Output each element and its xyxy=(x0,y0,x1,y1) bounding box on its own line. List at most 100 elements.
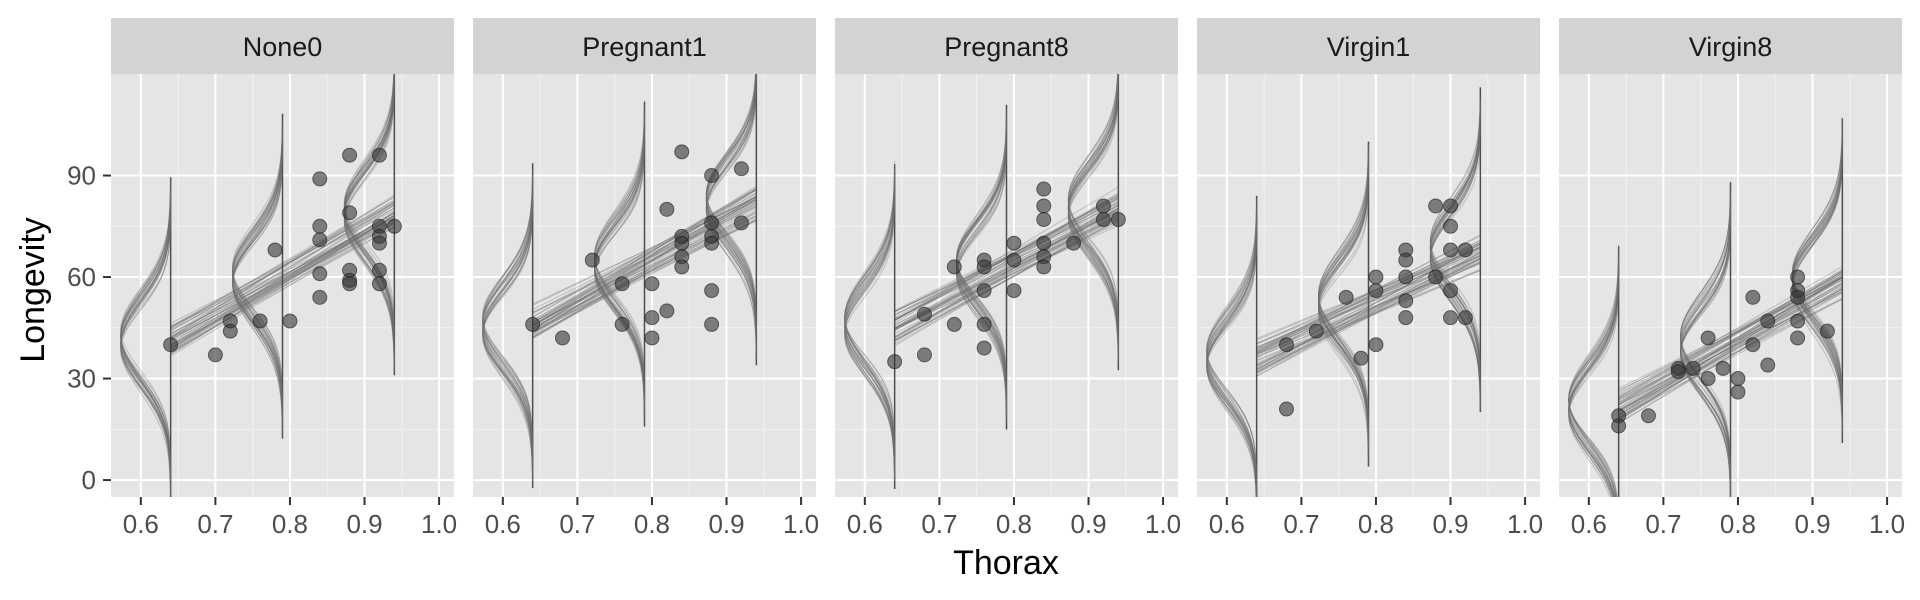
data-point xyxy=(371,276,387,292)
density-curve xyxy=(705,74,757,329)
density-curve xyxy=(1429,115,1481,404)
density-curve xyxy=(482,192,533,453)
density-curve xyxy=(1679,205,1731,497)
y-axis: 0 30 60 90 xyxy=(67,161,111,495)
density-curve xyxy=(593,134,645,415)
density-curve xyxy=(1679,194,1731,484)
density-curve xyxy=(1429,98,1481,392)
data-point xyxy=(1457,310,1473,326)
x-tick-label: 0.8 xyxy=(634,509,670,539)
density-curve xyxy=(482,179,533,480)
density-curve xyxy=(231,150,283,419)
panel-contents xyxy=(1559,74,1902,497)
density-curve xyxy=(1679,210,1731,490)
density-curve xyxy=(705,74,757,353)
density-curve xyxy=(705,74,757,335)
x-tick-label: 0.6 xyxy=(1571,509,1607,539)
density-curve xyxy=(1206,217,1257,485)
density-curve xyxy=(844,173,895,474)
density-curve xyxy=(705,78,757,331)
x-tick-label: 0.6 xyxy=(123,509,159,539)
density-curve xyxy=(844,181,895,482)
data-point xyxy=(1745,337,1761,353)
density-curve xyxy=(1206,199,1257,497)
density-curve xyxy=(482,176,533,455)
density-curve xyxy=(1679,192,1731,487)
density-curve xyxy=(1429,108,1481,406)
density-curve xyxy=(482,176,533,458)
x-tick-label: 0.8 xyxy=(272,509,308,539)
data-point xyxy=(1368,283,1384,299)
density-curve xyxy=(1429,96,1481,394)
data-point xyxy=(1368,269,1384,285)
density-curve xyxy=(343,74,395,354)
density-curve xyxy=(231,152,283,416)
data-point xyxy=(1730,384,1746,400)
density-curve xyxy=(844,180,895,471)
data-point xyxy=(554,330,570,346)
density-curve xyxy=(705,74,757,349)
density-curve xyxy=(705,74,757,340)
density-curve xyxy=(1568,265,1619,497)
density-curve xyxy=(844,167,895,470)
density-curve xyxy=(705,74,757,352)
density-curve xyxy=(1568,268,1619,497)
density-curve xyxy=(1791,158,1843,411)
density-curve xyxy=(1429,105,1481,389)
data-point xyxy=(1368,337,1384,353)
data-point xyxy=(1110,212,1126,228)
density-curve xyxy=(1568,270,1619,497)
density-curve xyxy=(120,194,171,496)
density-curve xyxy=(1679,203,1731,496)
data-point xyxy=(976,316,992,332)
density-curve xyxy=(231,147,283,428)
data-point xyxy=(371,262,387,278)
density-curve xyxy=(1067,74,1119,359)
density-curve xyxy=(1317,166,1369,439)
density-curve xyxy=(1429,107,1481,412)
x-tick-label: 0.7 xyxy=(1283,509,1319,539)
data-point xyxy=(312,266,328,282)
density-curve xyxy=(705,74,757,325)
density-curve xyxy=(844,184,895,463)
facet-panel: Pregnant1 0.6 0.7 0.8 0.9 1.0 xyxy=(473,18,819,539)
x-tick-label: 0.7 xyxy=(559,509,595,539)
data-point xyxy=(1036,235,1052,251)
density-curve xyxy=(1317,190,1369,444)
data-point xyxy=(1278,401,1294,417)
density-curve xyxy=(1206,223,1257,497)
density-curve xyxy=(1568,283,1619,497)
density-curve xyxy=(844,164,895,473)
panel-contents xyxy=(835,74,1178,497)
density-curve xyxy=(1067,80,1119,340)
density-curve xyxy=(593,135,645,407)
data-point xyxy=(386,218,402,234)
density-curve xyxy=(1791,151,1843,415)
density-curve xyxy=(231,140,283,424)
data-point xyxy=(1760,313,1776,329)
density-curve xyxy=(1679,229,1731,484)
density-curve xyxy=(1067,74,1119,361)
density-curve xyxy=(955,139,1007,419)
density-curve xyxy=(1679,192,1731,488)
data-point xyxy=(1819,323,1835,339)
density-curve xyxy=(1568,271,1619,497)
density-curve xyxy=(120,193,171,495)
data-point xyxy=(1670,364,1686,380)
facet-strip xyxy=(111,18,454,74)
density-curve xyxy=(120,190,171,486)
density-curve xyxy=(343,80,395,332)
density-curve xyxy=(1206,212,1257,497)
density-curve xyxy=(231,134,283,414)
density-curve xyxy=(1206,216,1257,497)
density-curve xyxy=(1429,123,1481,395)
density-curve xyxy=(482,200,533,467)
density-curve xyxy=(1067,74,1119,367)
data-point xyxy=(342,205,358,221)
density-curve xyxy=(1568,253,1619,497)
density-curve xyxy=(1679,186,1731,485)
density-curve xyxy=(844,171,895,464)
data-point xyxy=(1006,252,1022,268)
data-point xyxy=(163,337,179,353)
data-point xyxy=(282,313,298,329)
